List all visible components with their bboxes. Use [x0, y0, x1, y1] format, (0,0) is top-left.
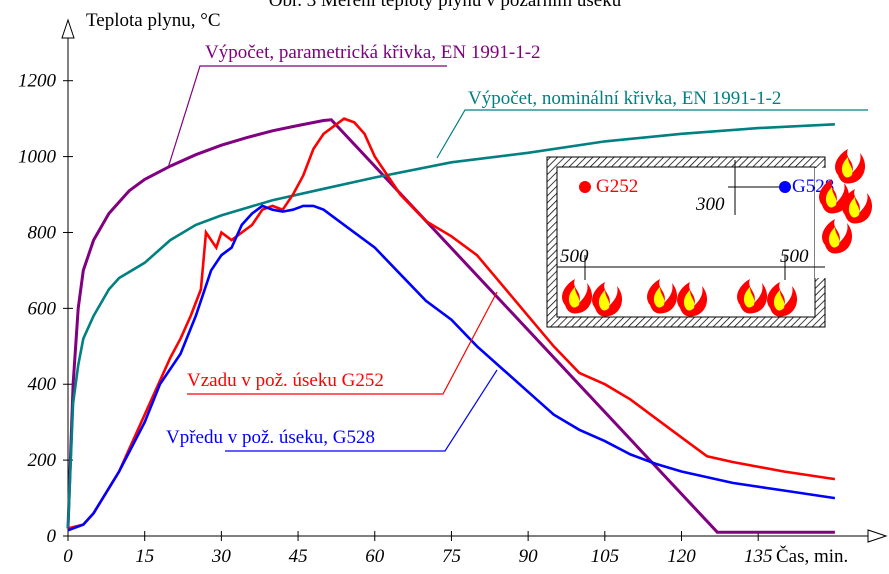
y-tick-label: 400: [28, 374, 57, 395]
y-axis-arrow: [61, 18, 75, 39]
legend-label: Vzadu v pož. úseku G252: [187, 370, 384, 391]
y-axis-label: Teplota plynu, °C: [86, 10, 221, 31]
inset-label: G252: [596, 176, 638, 197]
sensor-g252: [579, 181, 591, 193]
x-tick-label: 60: [365, 546, 385, 567]
y-tick-label: 0: [47, 526, 57, 547]
x-tick-label: 135: [744, 546, 773, 567]
y-tick-label: 600: [28, 298, 57, 319]
inset-label: 300: [695, 194, 725, 215]
x-tick-label: 30: [211, 546, 232, 567]
series-line: [66, 123, 835, 529]
legend-label: Výpočet, parametrická křivka, EN 1991-1-…: [205, 42, 541, 63]
inset-label: 500: [780, 246, 809, 267]
chart-title: Obr. 3 Měření teploty plynu v požárním ú…: [269, 0, 622, 11]
legend-label: Výpočet, nominální křivka, EN 1991-1-2: [468, 88, 781, 109]
series-line: [67, 204, 836, 532]
x-axis-arrow: [867, 529, 888, 543]
x-tick-label: 0: [63, 546, 73, 567]
x-tick-label: 105: [591, 546, 620, 567]
inset-diagram: G252 G528 300 500 500: [546, 149, 873, 328]
x-tick-label: 120: [667, 546, 696, 567]
x-tick-label: 90: [519, 546, 539, 567]
x-tick-label: 15: [135, 546, 154, 567]
leader-line: [436, 109, 868, 159]
x-tick-label: 45: [289, 546, 308, 567]
sensor-g528: [779, 181, 791, 193]
series-line: [67, 117, 836, 530]
leader-line: [187, 291, 498, 395]
series-line: [66, 118, 835, 534]
y-tick-label: 1200: [18, 71, 57, 92]
y-tick-label: 200: [28, 450, 57, 471]
x-tick-label: 75: [442, 546, 461, 567]
x-axis-label: Čas, min.: [776, 545, 848, 567]
inset-label: 500: [560, 246, 589, 267]
legend-label: Vpředu v pož. úseku, G528: [166, 427, 375, 448]
leader-line: [167, 65, 447, 169]
y-tick-label: 1000: [18, 147, 57, 168]
leader-line: [225, 369, 498, 452]
y-tick-label: 800: [28, 222, 57, 243]
